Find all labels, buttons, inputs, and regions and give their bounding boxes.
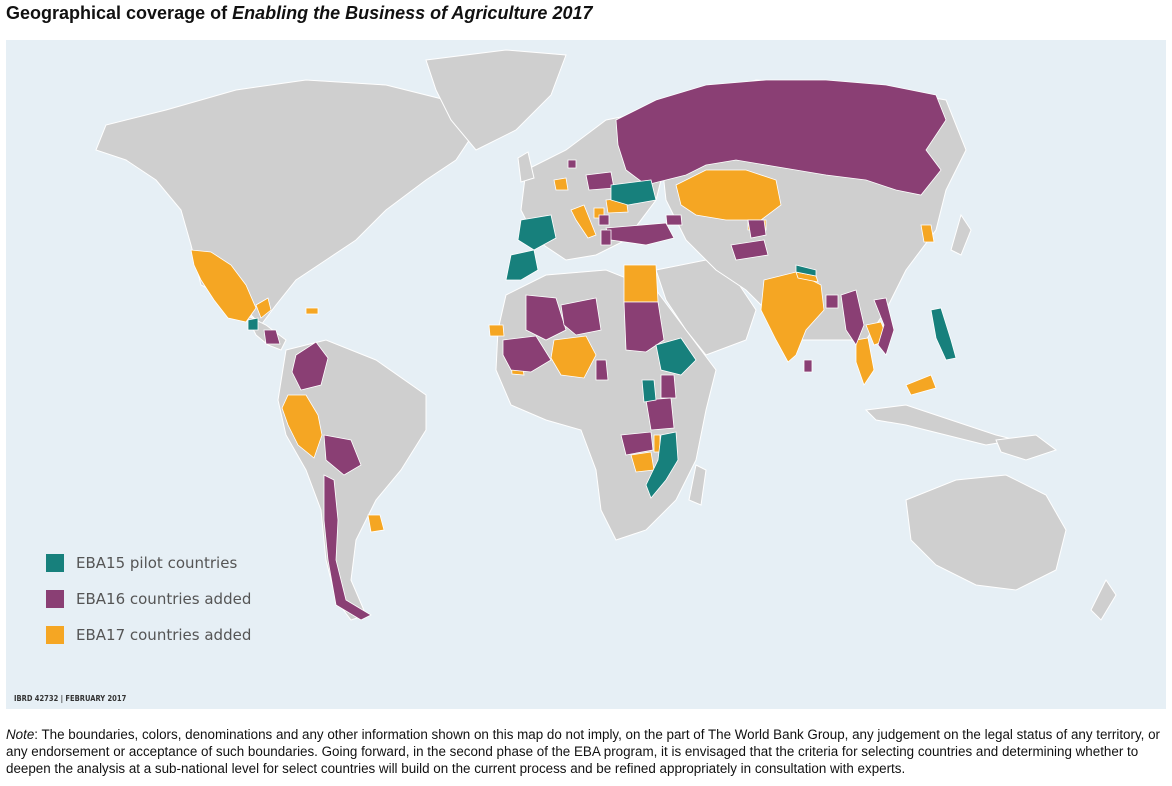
country-kazakhstan xyxy=(675,169,782,221)
world-map-svg xyxy=(95,49,1117,621)
legend-item-eba17: EBA17 countries added xyxy=(46,617,251,653)
country-colombia xyxy=(291,341,329,391)
country-poland xyxy=(585,171,615,191)
country-tanzania xyxy=(645,397,675,431)
country-haiti-jamaica xyxy=(305,307,319,315)
land-australia xyxy=(905,474,1067,591)
country-mali-burkina xyxy=(525,294,567,341)
country-zambia-malawi xyxy=(620,431,654,456)
country-italy xyxy=(570,204,597,239)
country-sri-lanka xyxy=(803,359,813,373)
eba17-layer xyxy=(190,169,937,533)
land-north-america xyxy=(95,79,477,326)
country-kenya-uganda xyxy=(660,374,677,399)
country-nepal-teal xyxy=(795,264,817,277)
land-greenland xyxy=(425,49,567,151)
legend-swatch-eba16 xyxy=(46,590,64,608)
country-afghanistan-pakistan xyxy=(730,239,769,261)
country-tajikistan xyxy=(747,219,767,239)
country-denmark xyxy=(567,159,577,169)
country-poland-area xyxy=(553,177,569,191)
land-japan xyxy=(950,213,972,256)
country-india xyxy=(760,271,825,363)
country-cote-divoire-guinea xyxy=(502,335,552,373)
title-prefix: Geographical coverage of xyxy=(6,3,233,23)
note-text: : The boundaries, colors, denominations … xyxy=(6,727,1160,776)
country-russia xyxy=(615,79,947,196)
note-label: Note xyxy=(6,727,35,742)
country-mexico xyxy=(190,249,257,323)
land-layer xyxy=(95,49,1117,621)
map-legend: EBA15 pilot countries EBA16 countries ad… xyxy=(46,545,251,653)
legend-swatch-eba17 xyxy=(46,626,64,644)
legend-label-eba16: EBA16 countries added xyxy=(76,590,252,608)
country-thailand xyxy=(855,337,875,386)
map-title: Geographical coverage of Enabling the Bu… xyxy=(6,3,593,24)
country-myanmar xyxy=(840,289,865,346)
country-morocco xyxy=(505,249,539,281)
country-senegal xyxy=(488,324,505,337)
country-mozambique xyxy=(645,431,679,499)
country-philippines xyxy=(930,307,957,361)
country-ethiopia xyxy=(655,337,697,376)
legend-label-eba15: EBA15 pilot countries xyxy=(76,554,238,572)
title-report-name: Enabling the Business of Agriculture 201… xyxy=(232,3,593,23)
country-chile xyxy=(323,474,372,621)
map-identifier: IBRD 42732 | FEBRUARY 2017 xyxy=(14,694,127,703)
country-greece xyxy=(600,229,612,246)
country-guatemala xyxy=(247,317,259,331)
country-niger xyxy=(560,297,602,336)
land-new-guinea xyxy=(995,434,1058,461)
legend-swatch-eba15 xyxy=(46,554,64,572)
map-note: Note: The boundaries, colors, denominati… xyxy=(6,726,1164,777)
country-uganda-rwanda xyxy=(641,379,657,403)
land-new-zealand xyxy=(1090,579,1117,621)
country-cameroon xyxy=(595,359,609,381)
country-bolivia xyxy=(323,434,362,476)
country-korea xyxy=(920,224,935,243)
country-sudan xyxy=(623,301,665,353)
country-nicaragua xyxy=(263,329,281,345)
country-nigeria xyxy=(550,335,597,379)
country-guatemala-honduras xyxy=(255,297,272,319)
country-peru xyxy=(281,394,323,459)
land-uk xyxy=(517,151,535,183)
country-ukraine xyxy=(610,179,657,206)
country-georgia-armenia xyxy=(665,214,683,226)
country-serbia xyxy=(598,214,610,226)
country-egypt xyxy=(623,264,659,303)
eba16-layer xyxy=(263,79,947,621)
country-vietnam xyxy=(873,297,895,356)
country-uruguay xyxy=(367,514,385,533)
country-malaysia xyxy=(905,374,937,396)
legend-item-eba15: EBA15 pilot countries xyxy=(46,545,251,581)
legend-item-eba16: EBA16 countries added xyxy=(46,581,251,617)
country-bangladesh xyxy=(825,294,839,309)
land-indonesia xyxy=(864,404,1017,446)
world-map: EBA15 pilot countries EBA16 countries ad… xyxy=(6,40,1166,709)
land-madagascar xyxy=(688,464,707,506)
country-spain xyxy=(517,214,557,251)
eba15-layer xyxy=(247,179,957,499)
legend-label-eba17: EBA17 countries added xyxy=(76,626,252,644)
